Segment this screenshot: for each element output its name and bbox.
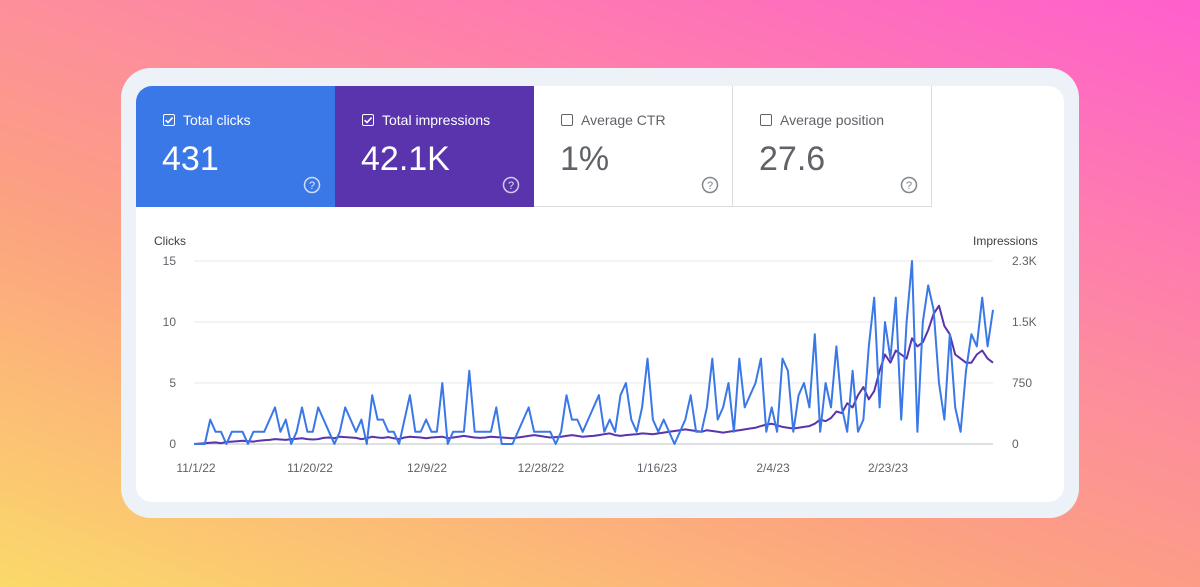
- help-icon[interactable]: ?: [900, 176, 918, 194]
- svg-text:?: ?: [508, 180, 514, 192]
- right-axis-title: Impressions: [973, 234, 1038, 248]
- help-icon[interactable]: ?: [502, 176, 520, 194]
- left-tick-label: 0: [169, 437, 176, 451]
- checkbox-checked-icon[interactable]: [163, 114, 175, 126]
- left-tick-label: 5: [169, 376, 176, 390]
- right-tick-label: 1.5K: [1012, 315, 1037, 329]
- left-axis-title: Clicks: [154, 234, 186, 248]
- x-tick-label: 2/4/23: [756, 461, 790, 475]
- metric-label: Average CTR: [581, 112, 666, 128]
- x-tick-label: 11/1/22: [176, 461, 215, 475]
- left-tick-label: 15: [163, 254, 177, 268]
- series-line-impressions: [193, 304, 994, 445]
- right-tick-label: 2.3K: [1012, 254, 1037, 268]
- x-tick-label: 1/16/23: [637, 461, 677, 475]
- svg-text:?: ?: [309, 180, 315, 192]
- metric-label: Total clicks: [183, 112, 251, 128]
- metric-value: 27.6: [759, 140, 826, 178]
- checkbox-unchecked-icon[interactable]: [760, 114, 772, 126]
- metric-tile-total-clicks[interactable]: Total clicks 431 ?: [136, 86, 335, 207]
- x-tick-label: 12/28/22: [518, 461, 565, 475]
- x-tick-label: 12/9/22: [407, 461, 447, 475]
- metric-tile-average-position[interactable]: Average position 27.6 ?: [733, 86, 932, 207]
- svg-text:?: ?: [707, 180, 713, 192]
- svg-text:?: ?: [906, 180, 912, 192]
- metric-value: 1%: [560, 140, 610, 178]
- metric-tile-total-impressions[interactable]: Total impressions 42.1K ?: [335, 86, 534, 207]
- x-tick-label: 2/23/23: [868, 461, 908, 475]
- help-icon[interactable]: ?: [303, 176, 321, 194]
- metric-value: 42.1K: [361, 140, 450, 178]
- metric-label: Total impressions: [382, 112, 491, 128]
- right-tick-label: 750: [1012, 376, 1032, 390]
- help-icon[interactable]: ?: [701, 176, 719, 194]
- performance-card: Total clicks 431 ? Total impressions 42.…: [136, 86, 1064, 502]
- metric-tile-average-ctr[interactable]: Average CTR 1% ?: [534, 86, 733, 207]
- checkbox-checked-icon[interactable]: [362, 114, 374, 126]
- metric-value: 431: [162, 140, 219, 178]
- left-tick-label: 10: [163, 315, 177, 329]
- right-tick-label: 0: [1012, 437, 1019, 451]
- checkbox-unchecked-icon[interactable]: [561, 114, 573, 126]
- metric-tiles: Total clicks 431 ? Total impressions 42.…: [136, 86, 932, 207]
- series-line-clicks: [194, 260, 994, 445]
- x-tick-label: 11/20/22: [287, 461, 333, 475]
- metric-label: Average position: [780, 112, 885, 128]
